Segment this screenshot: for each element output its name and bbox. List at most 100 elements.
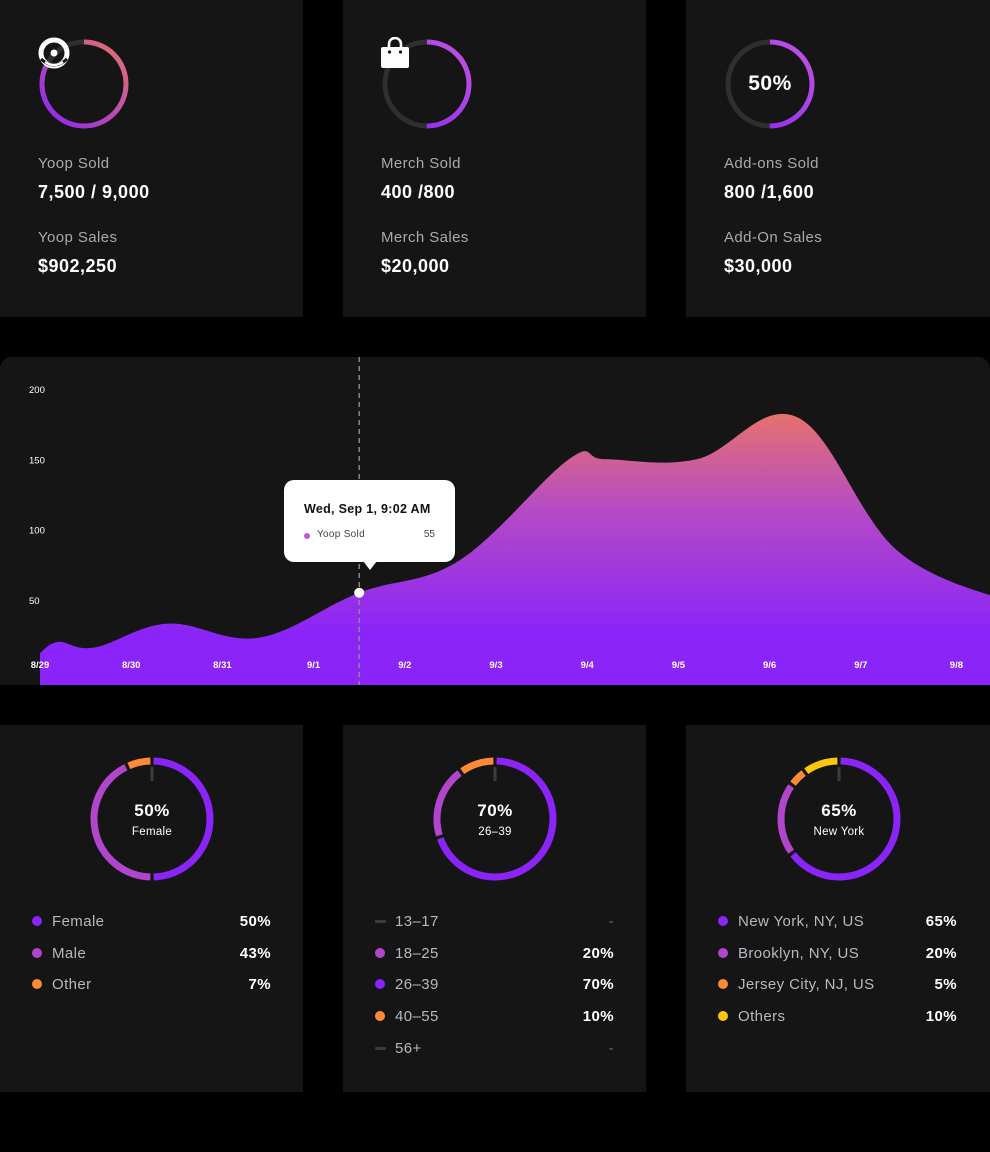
x-tick-label: 8/30 (122, 660, 141, 671)
legend-item: 18–25 20% (375, 943, 614, 963)
chart-tooltip: Wed, Sep 1, 9:02 AM Yoop Sold 55 (284, 480, 455, 570)
legend-name: Other (52, 975, 92, 993)
legend-item: Male 43% (32, 943, 271, 963)
legend-dot (718, 916, 728, 926)
gender-center-percent: 50% (134, 800, 170, 820)
addons-sold-label: Add-ons Sold (724, 155, 819, 172)
ring-progress-arc (39, 39, 129, 129)
chart-area-series (40, 413, 990, 685)
progress-ring-svg (382, 39, 472, 129)
x-tick-label: 9/7 (854, 660, 867, 671)
donut-segment (777, 784, 795, 854)
legend-name: Female (52, 912, 105, 930)
addons-sold-value: 800 /1,600 (724, 182, 815, 202)
x-tick-label: 9/2 (398, 660, 411, 671)
legend-dot (32, 979, 42, 989)
tooltip-series-name: Yoop Sold (317, 529, 365, 540)
donut-segment (153, 757, 214, 881)
merch-sales-label: Merch Sales (381, 229, 469, 246)
donut-segment (804, 757, 838, 775)
legend-name: Male (52, 944, 87, 962)
legend-item: 13–17 - (375, 911, 614, 931)
legend-item: Jersey City, NJ, US 5% (718, 974, 957, 994)
location-center-label: New York (813, 825, 865, 838)
legend-value: 43% (239, 944, 271, 962)
legend-name: Others (738, 1007, 786, 1025)
legend-item: Brooklyn, NY, US 20% (718, 943, 957, 963)
addons-sales-label: Add-On Sales (724, 229, 823, 246)
legend-value: 5% (934, 975, 957, 993)
legend-item: Others 10% (718, 1006, 957, 1026)
yoop-sold-value: 7,500 / 9,000 (38, 182, 150, 202)
x-tick-label: 9/1 (307, 660, 321, 671)
yoop-progress-ring (37, 37, 131, 131)
area-chart[interactable]: 200 150 100 50 8/29 8/30 8/31 9/1 9/2 9/3 9/4 9/5 9… (0, 357, 990, 685)
legend-name: Brooklyn, NY, US (738, 944, 860, 962)
gender-center-label: Female (131, 825, 173, 838)
progress-ring-svg (39, 39, 129, 129)
ring-center: 50% (723, 37, 817, 131)
donut-chart-svg (777, 757, 901, 881)
tooltip-series-dot (304, 533, 310, 539)
legend-name: 18–25 (395, 944, 439, 962)
ring-progress-arc (725, 39, 815, 129)
legend-dot (32, 916, 42, 926)
donut-center: 70% 26–39 (433, 757, 557, 881)
x-tick-label: 8/31 (213, 660, 232, 671)
x-tick-label: 9/8 (950, 660, 963, 671)
x-tick-label: 9/6 (763, 660, 776, 671)
location-card (686, 725, 990, 1092)
legend-value: 70% (582, 975, 614, 993)
x-tick-label: 9/5 (672, 660, 686, 671)
legend-name: 56+ (395, 1039, 422, 1057)
sales-chart-card: 200 150 100 50 8/29 8/30 8/31 9/1 9/2 9/3 9/4 9/5 9… (0, 357, 990, 685)
yoop-stat-card: Yoop Sold 7,500 / 9,000 Yoop Sales $902,… (0, 0, 303, 317)
ring-progress-arc (382, 39, 472, 129)
gender-card (0, 725, 303, 1092)
legend-dash (375, 1046, 386, 1050)
donut-segment (437, 757, 557, 881)
ring-center (380, 37, 474, 131)
addons-percent: 50% (748, 72, 792, 95)
legend-dash (375, 919, 386, 923)
merch-sold-value: 400 /800 (381, 182, 456, 202)
chart-hover-point[interactable] (354, 587, 365, 598)
legend-dot (32, 948, 42, 958)
legend-value: 10% (925, 1007, 957, 1025)
y-tick-label: 50 (29, 596, 40, 607)
legend-value: 20% (925, 944, 957, 962)
legend-item: Female 50% (32, 911, 271, 931)
yoop-sold-label: Yoop Sold (38, 155, 110, 172)
donut-chart-svg (90, 757, 214, 881)
ring-center (37, 37, 131, 131)
legend-value: 50% (239, 912, 271, 930)
shopping-bag-icon (381, 37, 409, 68)
addons-progress-ring: 50% (723, 37, 817, 131)
x-tick-label: 8/29 (31, 660, 50, 671)
tooltip-value: 55 (423, 529, 435, 540)
legend-dot (718, 948, 728, 958)
age-donut: 70% 26–39 (433, 757, 557, 881)
donut-chart-svg (433, 757, 557, 881)
legend-name: 40–55 (395, 1007, 439, 1025)
yoop-sales-value: $902,250 (38, 256, 118, 276)
age-card (343, 725, 646, 1092)
x-tick-label: 9/4 (581, 660, 595, 671)
merch-sales-value: $20,000 (381, 256, 450, 276)
legend-dot (375, 948, 385, 958)
addons-sales-value: $30,000 (724, 256, 793, 276)
legend-item: New York, NY, US 65% (718, 911, 957, 931)
legend-dot (718, 1011, 728, 1021)
legend-name: 13–17 (395, 912, 439, 930)
donut-segment (790, 770, 806, 786)
donut-segment (90, 764, 151, 881)
legend-value: 10% (582, 1007, 614, 1025)
donut-segment (127, 757, 151, 770)
merch-stat-card: Merch Sold 400 /800 Merch Sales $20,000 (343, 0, 646, 317)
donut-segment (460, 757, 494, 775)
donut-segment (790, 757, 901, 881)
progress-ring-svg (725, 39, 815, 129)
age-center-percent: 70% (477, 800, 513, 820)
yoop-sales-label: Yoop Sales (38, 229, 118, 246)
legend-name: Jersey City, NJ, US (738, 975, 875, 993)
